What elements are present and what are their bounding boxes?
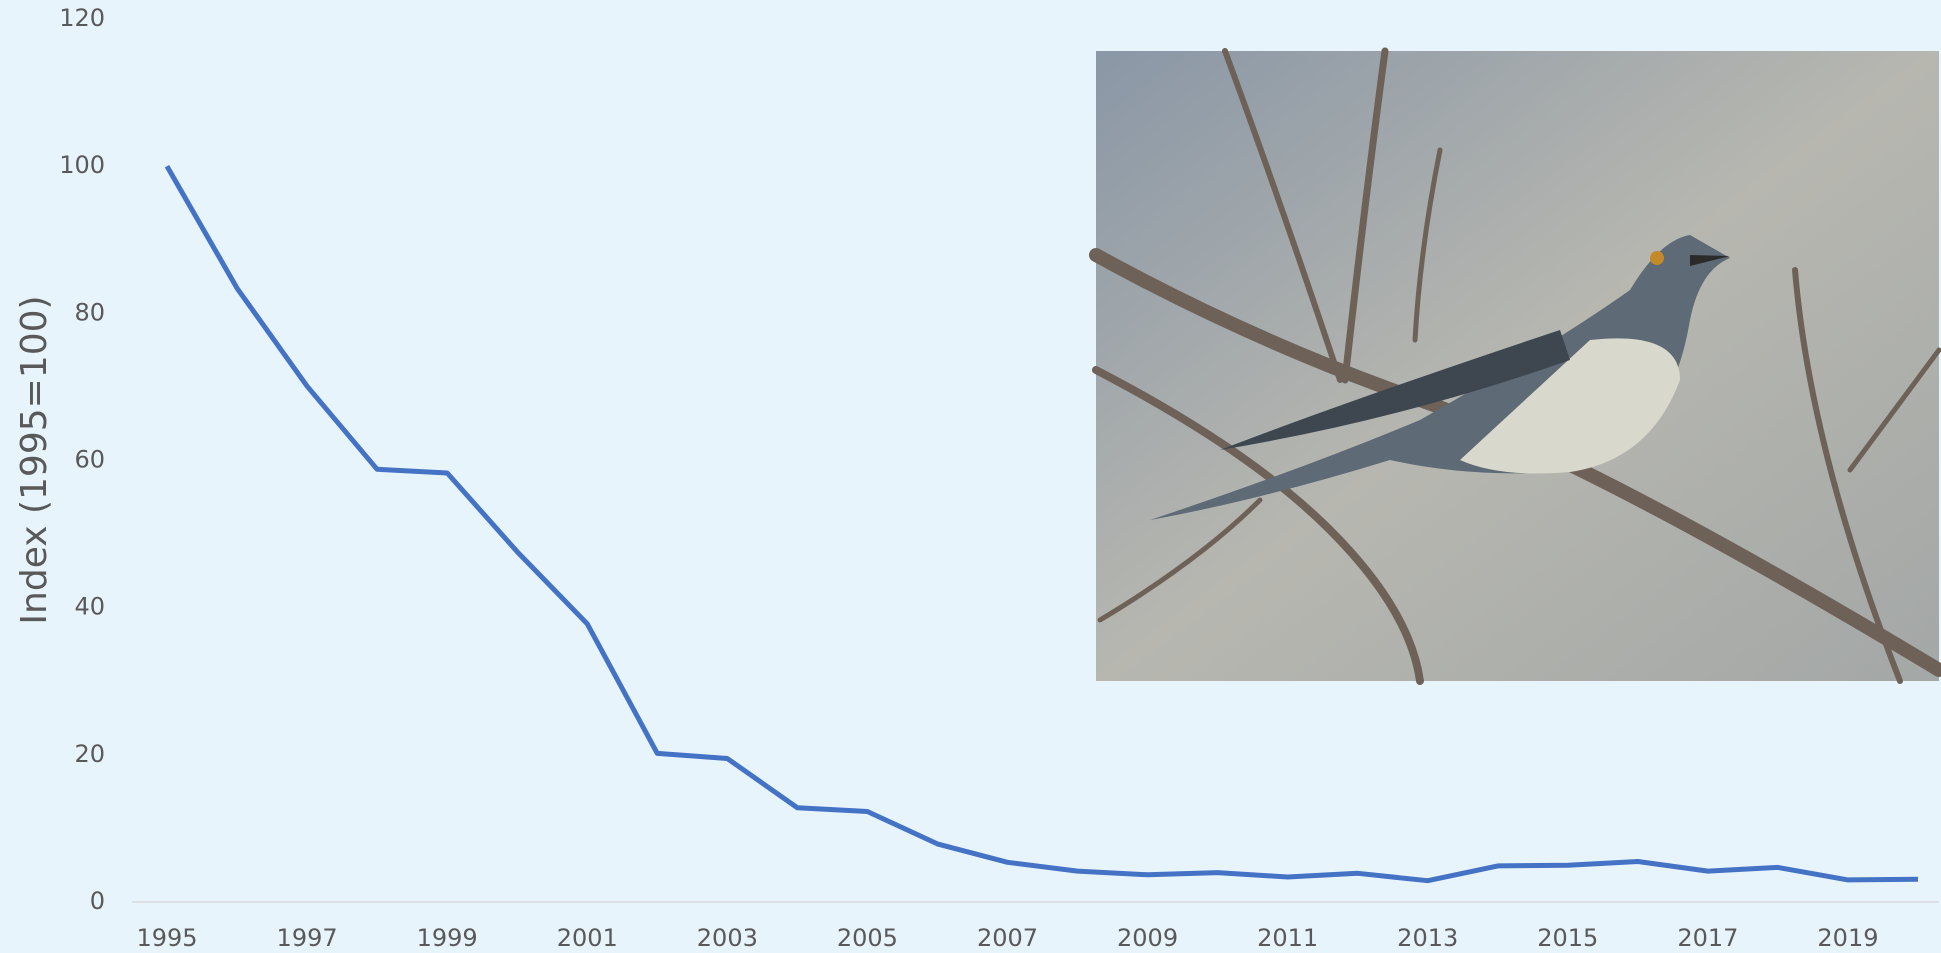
x-tick-label: 2011 bbox=[1257, 924, 1318, 952]
x-tick-label: 1997 bbox=[277, 924, 338, 952]
y-tick-label: 0 bbox=[90, 887, 105, 915]
x-tick-label: 2007 bbox=[977, 924, 1038, 952]
chart: Index (1995=100) 0 20 40 60 80 100 120 1995 1997… bbox=[0, 0, 1941, 953]
y-tick-label: 80 bbox=[74, 298, 105, 326]
y-tick-label: 120 bbox=[59, 4, 105, 32]
page: Index (1995=100) 0 20 40 60 80 100 120 1995 1997… bbox=[0, 0, 1941, 953]
y-tick-label: 100 bbox=[59, 151, 105, 179]
y-tick-label: 60 bbox=[74, 446, 105, 474]
x-tick-label: 1995 bbox=[136, 924, 197, 952]
y-axis-title: Index (1995=100) bbox=[14, 295, 55, 624]
y-tick-label: 20 bbox=[74, 740, 105, 768]
y-tick-label: 40 bbox=[74, 593, 105, 621]
x-tick-label: 2003 bbox=[697, 924, 758, 952]
x-tick-label: 2013 bbox=[1397, 924, 1458, 952]
x-tick-label: 2001 bbox=[557, 924, 618, 952]
x-tick-label: 2015 bbox=[1537, 924, 1598, 952]
x-tick-label: 1999 bbox=[417, 924, 478, 952]
x-tick-label: 2017 bbox=[1677, 924, 1738, 952]
x-tick-label: 2009 bbox=[1117, 924, 1178, 952]
x-tick-label: 2005 bbox=[837, 924, 898, 952]
cuckoo-photo bbox=[1096, 51, 1939, 681]
x-tick-label: 2019 bbox=[1817, 924, 1878, 952]
